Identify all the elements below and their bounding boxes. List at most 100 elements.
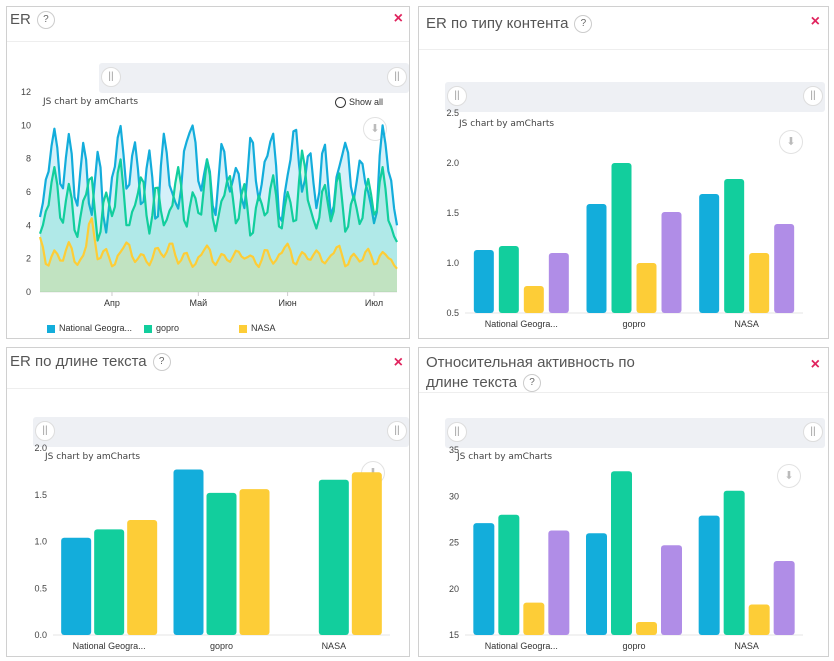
y-tick-label: 2.5 bbox=[446, 108, 459, 118]
bar bbox=[351, 472, 382, 635]
panel-title: Относительная активность по длине текста… bbox=[426, 353, 636, 393]
bar bbox=[586, 204, 607, 313]
help-icon[interactable]: ? bbox=[36, 11, 55, 30]
er-by-text-length-chart: 0.0 0.5 1.0 1.5 2.0 National Geogra... gopro NA… bbox=[34, 443, 390, 651]
y-tick-label: 2.0 bbox=[34, 443, 47, 453]
panel-title: ER по длине текста? bbox=[10, 352, 171, 372]
help-icon[interactable]: ? bbox=[152, 353, 171, 372]
legend-label: National Geogra... bbox=[59, 323, 133, 333]
x-tick-label: Июл bbox=[365, 298, 383, 308]
y-tick-label: 0.5 bbox=[446, 308, 459, 318]
x-tick-label: gopro bbox=[210, 641, 233, 651]
bar bbox=[699, 194, 720, 313]
bar bbox=[473, 250, 494, 313]
zoom-out-icon bbox=[335, 97, 346, 109]
close-icon[interactable]: × bbox=[393, 354, 403, 371]
legend-label: gopro bbox=[156, 323, 180, 333]
y-tick-label: 8 bbox=[26, 154, 31, 164]
series-national-geographic-area bbox=[40, 125, 397, 293]
x-tick-label: Июн bbox=[278, 298, 296, 308]
er-by-content-type-panel: ER по типу контента? × || || JS chart by… bbox=[418, 6, 829, 339]
y-tick-label: 35 bbox=[449, 445, 459, 455]
bar bbox=[698, 515, 720, 635]
title-divider bbox=[7, 41, 409, 42]
bar bbox=[239, 489, 270, 635]
help-icon[interactable]: ? bbox=[523, 374, 541, 393]
legend-item-nasa[interactable]: NASA bbox=[239, 323, 276, 333]
y-tick-label: 1.0 bbox=[446, 258, 459, 268]
bar bbox=[94, 529, 125, 635]
x-tick-label: National Geogra... bbox=[485, 319, 558, 329]
legend-swatch bbox=[47, 324, 55, 333]
bar bbox=[473, 523, 495, 635]
scrollbar-left-grip[interactable]: || bbox=[447, 86, 467, 106]
y-tick-label: 1.0 bbox=[34, 537, 47, 547]
er-by-text-length-panel: ER по длине текста? × || || JS chart by … bbox=[6, 347, 410, 657]
panel-title-text: ER по типу контента bbox=[426, 15, 569, 32]
title-divider bbox=[419, 49, 828, 50]
chart-scrollbar[interactable]: || || bbox=[99, 63, 409, 93]
chart-scrollbar[interactable]: || || bbox=[445, 418, 825, 448]
panel-title: ER? bbox=[10, 10, 55, 30]
y-tick-label: 2 bbox=[26, 254, 31, 264]
x-tick-label: National Geogra... bbox=[485, 641, 558, 651]
bar bbox=[749, 253, 770, 313]
scrollbar-left-grip[interactable]: || bbox=[35, 421, 55, 441]
scrollbar-left-grip[interactable]: || bbox=[101, 67, 121, 87]
y-tick-label: 20 bbox=[449, 584, 459, 594]
amcharts-credit: JS chart by amCharts bbox=[45, 452, 141, 462]
x-tick-label: National Geogra... bbox=[73, 641, 146, 651]
x-tick-label: gopro bbox=[622, 641, 645, 651]
legend-item-national-geographic[interactable]: National Geogra... bbox=[47, 323, 132, 333]
x-tick-label: NASA bbox=[734, 641, 759, 651]
amcharts-credit: JS chart by amCharts bbox=[457, 452, 553, 462]
close-icon[interactable]: × bbox=[810, 13, 820, 30]
y-tick-label: 1.5 bbox=[34, 490, 47, 500]
close-icon[interactable]: × bbox=[393, 10, 403, 27]
bar bbox=[748, 604, 770, 635]
chart-scrollbar[interactable]: || || bbox=[33, 417, 409, 447]
panel-title-text: ER bbox=[10, 11, 31, 28]
er-panel: ER? × || || JS chart by amCharts Show al… bbox=[6, 6, 410, 339]
bar bbox=[523, 286, 544, 313]
bar bbox=[723, 490, 745, 635]
y-tick-label: 0 bbox=[26, 287, 31, 297]
er-line-chart: 0 2 4 6 8 10 12 Апр Май Июн Июл bbox=[21, 87, 399, 308]
bar bbox=[318, 479, 349, 635]
scrollbar-right-grip[interactable]: || bbox=[803, 86, 823, 106]
y-tick-label: 10 bbox=[21, 120, 31, 130]
y-tick-label: 4 bbox=[26, 220, 31, 230]
download-icon[interactable]: ⬇ bbox=[777, 464, 801, 488]
title-divider bbox=[7, 388, 409, 389]
y-tick-label: 1.5 bbox=[446, 208, 459, 218]
er-by-content-type-chart: 0.5 1.0 1.5 2.0 2.5 National Geogra... gopro NA… bbox=[446, 108, 803, 329]
bar bbox=[611, 471, 632, 635]
x-tick-label: NASA bbox=[734, 319, 759, 329]
scrollbar-left-grip[interactable]: || bbox=[447, 422, 467, 442]
bar bbox=[173, 469, 204, 635]
legend-swatch bbox=[239, 324, 247, 333]
y-tick-label: 0.0 bbox=[34, 630, 47, 640]
bar bbox=[498, 514, 520, 635]
y-tick-label: 30 bbox=[449, 491, 459, 501]
bar bbox=[61, 537, 92, 635]
show-all-button[interactable]: Show all bbox=[335, 97, 383, 109]
y-tick-label: 25 bbox=[449, 538, 459, 548]
bar bbox=[636, 263, 657, 313]
panel-title-text: ER по длине текста bbox=[10, 353, 147, 370]
close-icon[interactable]: × bbox=[810, 356, 820, 373]
help-icon[interactable]: ? bbox=[574, 15, 593, 34]
scrollbar-right-grip[interactable]: || bbox=[387, 67, 407, 87]
bar bbox=[206, 492, 237, 635]
download-icon[interactable]: ⬇ bbox=[779, 130, 803, 154]
x-tick-label: NASA bbox=[322, 641, 347, 651]
bar bbox=[586, 533, 607, 635]
scrollbar-right-grip[interactable]: || bbox=[387, 421, 407, 441]
bar bbox=[548, 530, 570, 635]
y-tick-label: 2.0 bbox=[446, 158, 459, 168]
scrollbar-right-grip[interactable]: || bbox=[803, 422, 823, 442]
chart-scrollbar[interactable]: || || bbox=[445, 82, 825, 112]
panel-title: ER по типу контента? bbox=[426, 14, 593, 34]
legend-item-gopro[interactable]: gopro bbox=[144, 323, 179, 333]
bar bbox=[774, 224, 795, 313]
